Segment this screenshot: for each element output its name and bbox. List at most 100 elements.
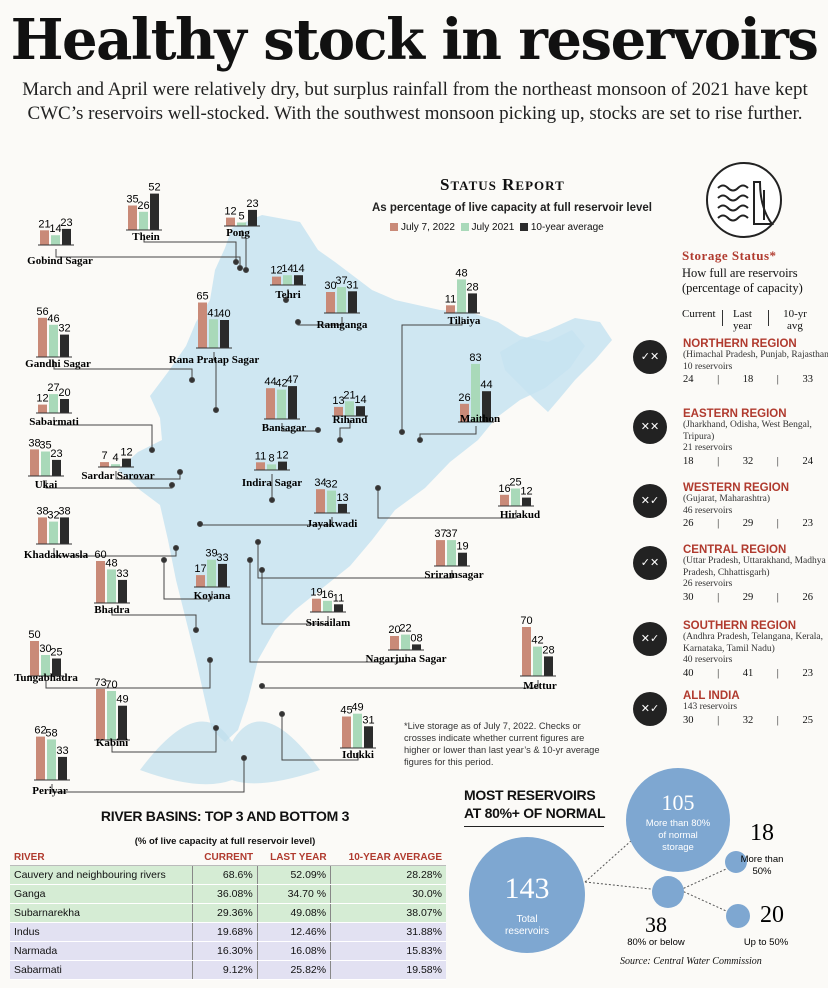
bansagar-value-avg: 47 [286, 374, 298, 386]
maithon-name: Maithon [460, 413, 500, 425]
jayakwadi-bar-avg [338, 503, 347, 513]
rihand-name: Rihand [333, 414, 368, 426]
indira-sagar-value-avg: 12 [276, 450, 288, 462]
table-cell: Narmada [10, 941, 193, 961]
region-value-last-year: 29 [742, 591, 754, 603]
bhadra-name: Bhadra [94, 604, 130, 616]
sardar-sarovar-bar-current [100, 462, 109, 467]
maithon-location-dot [417, 437, 423, 443]
basins-col-3: 10-YEAR AVERAGE [330, 850, 446, 866]
gobind-sagar-bar-avg [62, 228, 71, 245]
gobind-sagar-location-dot [237, 265, 243, 271]
region-value-avg: 23 [802, 667, 813, 679]
kabini-bar-current [96, 688, 105, 740]
total-label-1: Total [516, 914, 537, 925]
srisailam-value-last-year: 16 [321, 589, 333, 601]
table-cell: Subarnarekha [10, 903, 193, 923]
tehri-bar-last-year [283, 275, 292, 285]
idukki-value-last-year: 49 [351, 702, 363, 714]
kabini-bar-last-year [107, 691, 116, 740]
table-cell: 16.30% [191, 941, 258, 961]
sabarmati-value-avg: 20 [58, 387, 70, 399]
srisailam-name: Srisailam [306, 617, 351, 629]
hirakud-value-avg: 12 [520, 486, 532, 498]
reservoir-bars [28, 193, 556, 781]
indira-sagar-name: Indira Sagar [242, 477, 302, 489]
check-cross-badge-icon: ✕✓ [633, 484, 667, 518]
periyar-location-dot [241, 755, 247, 761]
rana-pratap-sagar-value-current: 65 [196, 291, 208, 303]
rana-pratap-sagar-value-avg: 40 [218, 308, 230, 320]
jayakwadi-bar-current [316, 489, 325, 513]
kabini-value-last-year: 70 [105, 679, 117, 691]
sabarmati-value-last-year: 27 [47, 382, 59, 394]
srisailam-value-current: 19 [310, 587, 322, 599]
region-name: NORTHERN REGION [683, 338, 797, 350]
mettur-bar-last-year [533, 646, 542, 676]
maithon-bar-last-year [471, 363, 480, 422]
region-value-last-year: 18 [742, 374, 754, 385]
region-states: (Himachal Pradesh, Punjab, Rajasthan) [683, 350, 828, 360]
upto-50-bubble [726, 904, 750, 928]
above-label-1: More than 80% [646, 818, 711, 829]
periyar-bar-current [36, 736, 45, 780]
koyana-bar-current [196, 575, 205, 587]
ramganga-bar-current [326, 292, 335, 313]
table-cell: 36.08% [191, 884, 258, 904]
koyana-bar-avg [218, 563, 227, 587]
ramganga-bar-last-year [337, 287, 346, 313]
periyar-value-avg: 33 [56, 745, 68, 757]
region-value-avg: 33 [802, 374, 813, 385]
check-cross-badge-icon: ✕✓ [633, 622, 667, 656]
srisailam-value-avg: 11 [333, 592, 344, 604]
region-value-last-year: 41 [742, 667, 754, 679]
indira-sagar-location-dot [269, 497, 275, 503]
sardar-sarovar-location-dot [177, 469, 183, 475]
bhadra-bar-current [96, 561, 105, 603]
nagarjuna-sagar-value-current: 20 [388, 624, 400, 636]
khadakwasla-bar-current [38, 517, 47, 544]
region-reservoir-count: 40 reservoirs [683, 655, 733, 665]
table-row: Narmada 16.30% 16.08% 15.83% [10, 941, 446, 961]
tungabhadra-value-current: 50 [28, 629, 40, 641]
indira-sagar-value-current: 11 [255, 450, 266, 462]
gobind-sagar-value-last-year: 14 [49, 223, 61, 235]
gobind-sagar-value-avg: 23 [60, 217, 72, 229]
region-reservoir-count: 10 reservoirs [683, 361, 733, 372]
tungabhadra-bar-avg [52, 658, 61, 676]
kabini-leader [111, 728, 217, 753]
most-reservoirs-title: MOST RESERVOIRS AT 80%+ OF NORMAL [464, 786, 606, 822]
table-cell: 19.68% [191, 922, 258, 942]
region-reservoir-count: 26 reservoirs [683, 579, 733, 589]
rana-pratap-sagar-name: Rana Pratap Sagar [169, 354, 260, 366]
kabini-value-avg: 49 [116, 694, 128, 706]
legend-last: July 2021 [471, 222, 515, 233]
region-value-current: 40 [683, 667, 694, 679]
ramganga-value-avg: 31 [346, 279, 358, 291]
periyar-bar-last-year [47, 739, 56, 780]
region-value-last-year: 29 [742, 518, 754, 529]
above-label-2: of normal [658, 830, 698, 841]
bhadra-bar-last-year [107, 569, 116, 603]
above-value: 105 [662, 790, 695, 815]
table-cell: 38.07% [330, 903, 446, 923]
table-row: Subarnarekha 29.36% 49.08% 38.07% [10, 903, 446, 923]
leader-lines [45, 230, 539, 793]
periyar-bar-avg [58, 756, 67, 780]
tilaiya-value-last-year: 48 [455, 267, 467, 279]
rana-pratap-sagar-leader [213, 352, 217, 410]
koyana-value-avg: 33 [216, 552, 228, 564]
thein-value-current: 35 [126, 194, 138, 206]
tehri-value-last-year: 14 [281, 263, 293, 275]
periyar-value-last-year: 58 [45, 727, 57, 739]
intro-text: March and April were relatively dry, but… [22, 79, 808, 124]
kabini-name: Kabini [96, 737, 128, 749]
region-value-last-year: 32 [742, 714, 754, 726]
gandhi-sagar-value-current: 56 [36, 306, 48, 318]
region-eastern-region: ✕✕ EASTERN REGION (Jharkhand, Odisha, West… [633, 408, 828, 467]
region-name: WESTERN REGION [683, 482, 790, 494]
srisailam-bar-current [312, 598, 321, 612]
idukki-value-current: 45 [340, 705, 352, 717]
below-80-bubble [652, 876, 684, 908]
basins-title: RIVER BASINS: TOP 3 AND BOTTOM 3 [100, 808, 350, 824]
